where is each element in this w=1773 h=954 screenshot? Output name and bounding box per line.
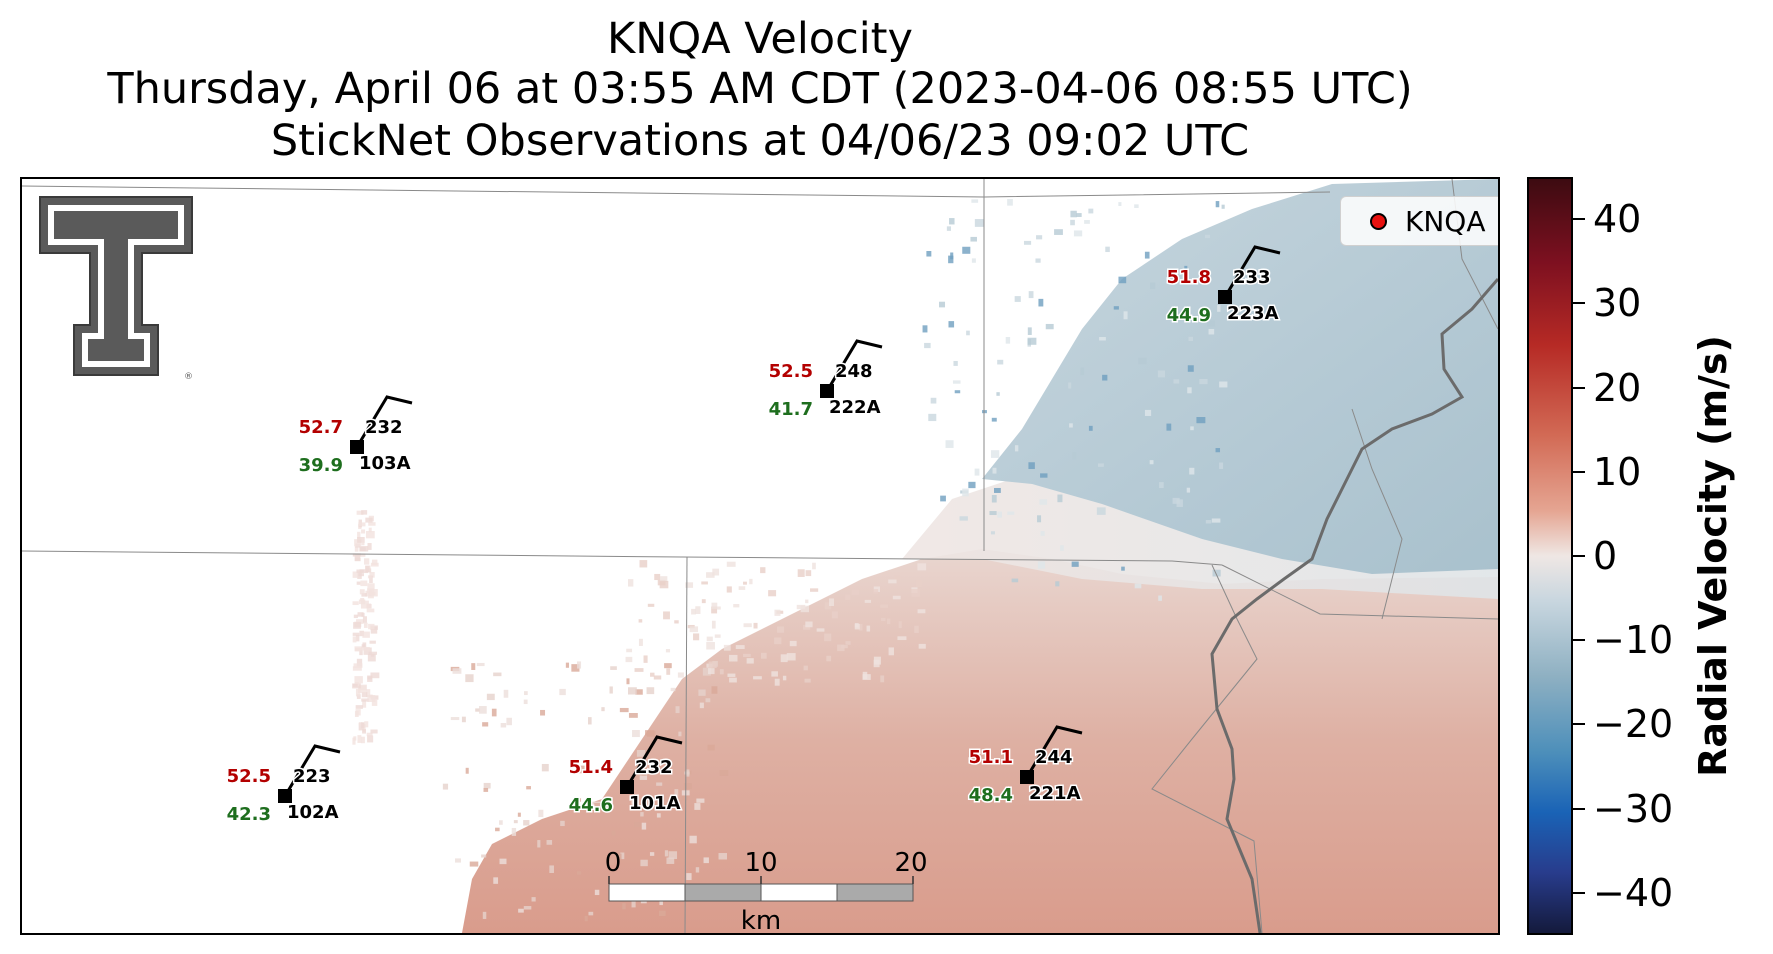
station-id: 102A (287, 802, 339, 823)
county-lines (22, 179, 1498, 933)
station-dewpoint: 42.3 (227, 804, 271, 825)
logo-registered-mark: ® (184, 372, 193, 382)
scale-tick-20: 20 (894, 848, 927, 878)
station-plot-102A: 52.5 223 42.3 102A (225, 744, 341, 827)
colorbar-tick-mark (1573, 723, 1585, 726)
wind-barb (283, 744, 341, 797)
radar-site-marker-icon (1370, 212, 1387, 230)
station-wind-direction: 233 (1233, 267, 1271, 288)
station-marker-icon (1020, 770, 1034, 784)
colorbar-tick-mark (1573, 891, 1585, 894)
wind-barb (1223, 245, 1281, 298)
colorbar-tick-mark (1573, 807, 1585, 810)
colorbar-tick-mark (1573, 470, 1585, 473)
station-id: 101A (629, 793, 681, 814)
station-dewpoint: 44.9 (1167, 305, 1211, 326)
station-marker-icon (820, 384, 834, 398)
sticknet-stations: 52.7 232 39.9 103A 52.5 248 41.7 222A 51.8 233 44.… (225, 245, 1281, 827)
colorbar-tick-mark (1573, 639, 1585, 642)
station-id: 223A (1227, 303, 1279, 324)
colorbar-tick-label: −40 (1593, 870, 1674, 915)
colorbar-tick-mark (1573, 302, 1585, 305)
colorbar (1527, 177, 1573, 935)
map-title: KNQA Velocity (607, 14, 913, 64)
colorbar-tick-mark (1573, 218, 1585, 221)
station-dewpoint: 44.6 (569, 795, 613, 816)
station-dewpoint: 48.4 (969, 785, 1013, 806)
station-id: 103A (359, 453, 411, 474)
wind-barb (625, 735, 683, 788)
legend-label: KNQA (1405, 204, 1486, 238)
radar-speckles (352, 199, 1228, 922)
radar-echo-cool (982, 179, 1498, 574)
map-subtitle-observations: StickNet Observations at 04/06/23 09:02 … (270, 116, 1250, 166)
station-plot-223A: 51.8 233 44.9 223A (1165, 245, 1281, 328)
station-plot-101A: 51.4 232 44.6 101A (567, 735, 683, 818)
station-id: 221A (1029, 783, 1081, 804)
wind-barb (1025, 725, 1083, 778)
colorbar-tick-mark (1573, 555, 1585, 557)
station-id: 222A (829, 397, 881, 418)
station-wind-direction: 248 (835, 361, 873, 382)
station-wind-direction: 232 (635, 757, 673, 778)
map-subtitle-time: Thursday, April 06 at 03:55 AM CDT (2023… (107, 64, 1413, 114)
station-temperature: 52.5 (769, 361, 813, 382)
station-temperature: 52.5 (227, 766, 271, 787)
station-marker-icon (1218, 290, 1232, 304)
colorbar-tick-label: 30 (1593, 281, 1642, 326)
colorbar-tick-label: 20 (1593, 365, 1642, 410)
station-plot-222A: 52.5 248 41.7 222A (767, 339, 883, 422)
station-dewpoint: 41.7 (769, 399, 813, 420)
wind-barb (355, 395, 413, 448)
station-marker-icon (350, 440, 364, 454)
station-temperature: 51.1 (969, 747, 1013, 768)
station-wind-direction: 223 (293, 766, 331, 787)
texas-tech-logo: ® (39, 196, 193, 382)
station-plot-103A: 52.7 232 39.9 103A (297, 395, 413, 478)
station-plot-221A: 51.1 244 48.4 221A (967, 725, 1083, 808)
scale-bar: 0 10 20 km (605, 848, 928, 933)
colorbar-ticks: 40 30 20 10 0 −10 −20 −30 −40 (1573, 177, 1713, 935)
station-temperature: 52.7 (299, 417, 343, 438)
station-wind-direction: 232 (365, 417, 403, 438)
colorbar-tick-label: 0 (1593, 534, 1618, 578)
radar-echo-warm (462, 549, 1498, 933)
station-marker-icon (620, 780, 634, 794)
wind-barb (825, 339, 883, 392)
station-dewpoint: 39.9 (299, 455, 343, 476)
radar-map[interactable]: ® 52.7 232 39.9 103A 52.5 248 41.7 222A 51.8 233 4… (20, 177, 1500, 935)
state-boundary (1210, 278, 1498, 933)
scale-unit: km (741, 906, 781, 933)
colorbar-tick-label: 10 (1593, 449, 1642, 494)
colorbar-tick-label: −30 (1593, 786, 1674, 831)
colorbar-title: Radial Velocity (m/s) (1691, 335, 1735, 777)
colorbar-tick-label: −20 (1593, 702, 1674, 747)
colorbar-tick-label: 40 (1593, 197, 1642, 242)
station-marker-icon (278, 789, 292, 803)
station-temperature: 51.8 (1167, 267, 1211, 288)
colorbar-tick-mark (1573, 386, 1585, 389)
scale-tick-0: 0 (605, 848, 622, 878)
station-wind-direction: 244 (1035, 747, 1073, 768)
scale-tick-10: 10 (744, 848, 777, 878)
map-legend: KNQA (1340, 196, 1498, 246)
colorbar-tick-label: −10 (1593, 618, 1674, 663)
station-temperature: 51.4 (569, 757, 613, 778)
